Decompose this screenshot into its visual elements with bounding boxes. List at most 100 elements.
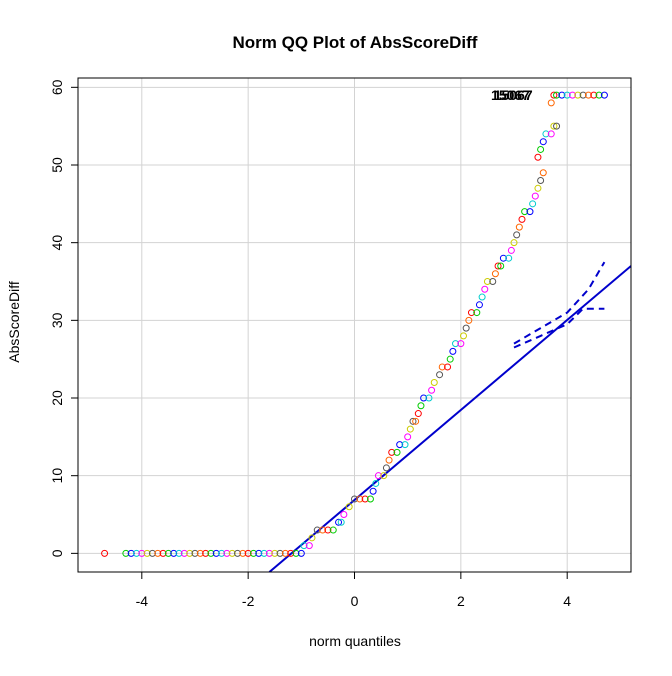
y-tick-label: 30 <box>49 312 65 328</box>
qq-point <box>414 410 422 418</box>
qq-point <box>494 262 502 270</box>
qq-point <box>228 549 236 557</box>
qq-point <box>436 371 444 379</box>
qq-point <box>234 549 242 557</box>
qq-point <box>539 169 547 177</box>
qq-point <box>505 254 513 262</box>
qq-point <box>489 278 497 286</box>
y-axis: 0 10 20 30 40 50 60 <box>49 79 78 557</box>
qq-point <box>425 394 433 402</box>
qq-point <box>404 433 412 441</box>
qq-point <box>319 526 327 534</box>
qq-point <box>396 441 404 449</box>
x-axis-label: norm quantiles <box>309 633 401 649</box>
qq-point <box>313 526 321 534</box>
qq-point <box>483 278 491 286</box>
qq-point <box>154 549 162 557</box>
qq-point <box>287 549 295 557</box>
qq-point <box>518 215 526 223</box>
qq-point <box>196 549 204 557</box>
x-tick-label: -2 <box>242 593 255 609</box>
y-axis-label: AbsScoreDiff <box>6 281 22 363</box>
qq-point <box>345 503 353 511</box>
qq-point <box>207 549 215 557</box>
y-tick-label: 40 <box>49 235 65 251</box>
qq-point <box>537 177 545 185</box>
qq-point <box>478 293 486 301</box>
qq-point <box>550 122 558 130</box>
qq-point <box>335 518 343 526</box>
qq-point <box>465 316 473 324</box>
qq-point <box>417 402 425 410</box>
qq-point <box>513 231 521 239</box>
qq-point <box>595 91 603 99</box>
qq-point <box>244 549 252 557</box>
qq-point <box>170 549 178 557</box>
qq-point <box>276 549 284 557</box>
qq-point <box>372 479 380 487</box>
qq-point <box>446 355 454 363</box>
qq-point <box>430 378 438 386</box>
qq-point <box>191 549 199 557</box>
qq-point <box>212 549 220 557</box>
y-tick-label: 20 <box>49 390 65 406</box>
qq-point <box>558 91 566 99</box>
qq-point <box>356 495 364 503</box>
qq-point <box>569 91 577 99</box>
qq-point <box>412 417 420 425</box>
qq-point <box>148 549 156 557</box>
qq-point <box>467 309 475 317</box>
qq-point <box>324 526 332 534</box>
qq-point <box>143 549 151 557</box>
qq-point <box>122 549 130 557</box>
qq-point <box>385 456 393 464</box>
qq-point <box>132 549 140 557</box>
qq-point <box>491 270 499 278</box>
qq-point <box>510 239 518 247</box>
qq-point <box>388 448 396 456</box>
qq-point <box>369 487 377 495</box>
qq-point <box>526 208 534 216</box>
qq-point <box>180 549 188 557</box>
qq-point <box>579 91 587 99</box>
qq-point <box>305 542 313 550</box>
qq-point <box>547 99 555 107</box>
x-axis: -4 -2 0 2 4 <box>136 572 571 609</box>
x-tick-label: 4 <box>563 593 571 609</box>
qq-point <box>574 91 582 99</box>
qq-point <box>550 91 558 99</box>
qq-point <box>164 549 172 557</box>
qq-point <box>300 542 308 550</box>
qq-point <box>265 549 273 557</box>
qq-point <box>308 534 316 542</box>
qq-point <box>563 91 571 99</box>
qq-point <box>393 448 401 456</box>
qq-point <box>406 425 414 433</box>
qq-point <box>584 91 592 99</box>
qq-point <box>297 549 305 557</box>
qq-point <box>401 441 409 449</box>
x-tick-label: -4 <box>136 593 149 609</box>
qq-point <box>138 549 146 557</box>
qq-point <box>428 386 436 394</box>
qq-point <box>292 549 300 557</box>
qq-point <box>239 549 247 557</box>
grid-lines <box>78 78 631 572</box>
qq-point <box>202 549 210 557</box>
qq-point <box>553 122 561 130</box>
qq-point <box>351 495 358 503</box>
reference-lines <box>268 261 631 572</box>
qq-point <box>507 246 515 254</box>
qq-point <box>534 184 542 192</box>
confidence-band-line <box>513 261 606 345</box>
qq-point <box>452 340 460 348</box>
qq-point <box>366 495 374 503</box>
qq-point <box>539 138 547 146</box>
qq-point <box>521 208 529 216</box>
qq-point <box>462 324 470 332</box>
qq-point <box>260 549 268 557</box>
qq-point <box>497 262 505 270</box>
qq-point <box>159 549 167 557</box>
